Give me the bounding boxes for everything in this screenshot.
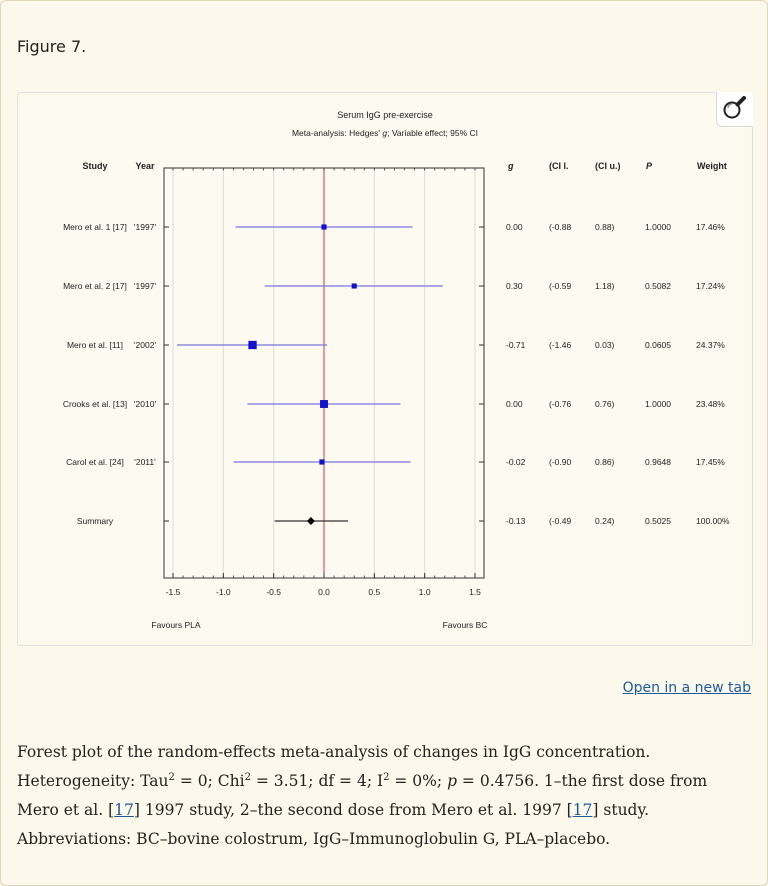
x-tick-label: 0.5 (368, 587, 380, 597)
row-5-ci-upper: 0.86) (595, 457, 615, 467)
chart-title: Serum IgG pre-exercise (337, 110, 433, 120)
row-1-year-label: '1997' (134, 222, 157, 232)
row-4-weight: 23.48% (696, 399, 725, 409)
summary-diamond (306, 517, 315, 525)
header-cil: (CI l. (549, 161, 569, 171)
caption-text-1: Forest plot of the random-effects meta-a… (17, 743, 651, 790)
x-tick-label: -0.5 (266, 587, 281, 597)
x-tick-label: -1.5 (166, 587, 181, 597)
caption-p-italic: p (447, 772, 457, 790)
row-2-ci-lower: (-0.59 (549, 281, 571, 291)
reference-link-17[interactable]: 17 (114, 801, 134, 819)
grid-lines (172, 168, 476, 578)
data-rows: Mero et al. 1 [17] '1997' 0.00 (-0.88 0.88) 1… (63, 222, 730, 526)
summary-ci-lower: (-0.49 (549, 516, 571, 526)
row-4-study-label: Crooks et al. [13] (63, 399, 127, 409)
figure-image-frame[interactable]: Serum IgG pre-exercise Meta-analysis: He… (17, 92, 753, 646)
row-2-p-value: 0.5082 (645, 281, 671, 291)
study-effect-marker (321, 224, 327, 230)
forest-plot: Serum IgG pre-exercise Meta-analysis: He… (22, 97, 748, 641)
row-1-ci-upper: 0.88) (595, 222, 615, 232)
header-g: g (507, 161, 514, 171)
row-5-ci-lower: (-0.90 (549, 457, 571, 467)
caption-sup-2: 2 (244, 771, 251, 783)
header-year: Year (135, 161, 155, 171)
row-1-ci-lower: (-0.88 (549, 222, 571, 232)
caption-text-3: = 3.51; df = 4; I (250, 772, 384, 790)
row-4-year-label: '2010' (134, 399, 157, 409)
chart-subtitle-prefix: Meta-analysis: Hedges' (292, 128, 380, 138)
row-4-g-value: 0.00 (506, 399, 523, 409)
favours-right-label: Favours BC (443, 620, 488, 630)
header-p: P (646, 161, 653, 171)
reference-link-17-second[interactable]: 17 (572, 801, 593, 819)
plot-background (22, 97, 748, 641)
header-study: Study (82, 161, 107, 171)
caption-text-2: = 0; Chi (174, 772, 245, 790)
study-effect-marker (351, 283, 357, 289)
chart-subtitle-suffix: ; Variable effect; 95% CI (387, 128, 478, 138)
row-4-p-value: 1.0000 (645, 399, 671, 409)
row-5-p-value: 0.9648 (645, 457, 671, 467)
row-3-p-value: 0.0605 (645, 340, 671, 350)
row-1-g-value: 0.00 (506, 222, 523, 232)
row-3-ci-lower: (-1.46 (549, 340, 571, 350)
row-2-year-label: '1997' (134, 281, 157, 291)
caption-text-6: ] 1997 study, 2–the second dose from Mer… (133, 801, 573, 819)
row-3-ci-upper: 0.03) (595, 340, 615, 350)
favours-left-label: Favours PLA (151, 620, 200, 630)
caption-text-5: = 0.4756. 1–the first dose from Mero et … (17, 772, 708, 819)
summary-weight: 100.00% (696, 516, 730, 526)
row-5-year-label: '2011' (134, 457, 156, 467)
caption-text-7: ] study. Abbreviations: BC–bovine colost… (17, 801, 650, 848)
row-3-study-label: Mero et al. [11] (67, 340, 123, 350)
row-5-weight: 17.45% (696, 457, 725, 467)
row-2-ci-upper: 1.18) (595, 281, 615, 291)
row-2-weight: 17.24% (696, 281, 725, 291)
caption-sup-3: 2 (383, 771, 390, 783)
summary-g-value: -0.13 (506, 516, 526, 526)
row-1-weight: 17.46% (696, 222, 725, 232)
study-effect-marker (319, 459, 325, 465)
row-3-g-value: -0.71 (506, 340, 526, 350)
row-5-g-value: -0.02 (506, 457, 526, 467)
row-2-g-value: 0.30 (506, 281, 523, 291)
row-1-p-value: 1.0000 (645, 222, 671, 232)
x-tick-label: 1.5 (469, 587, 481, 597)
row-3-year-label: '2002' (134, 340, 157, 350)
x-tick-label: -1.0 (216, 587, 231, 597)
row-4-ci-lower: (-0.76 (549, 399, 571, 409)
header-ciu: (CI u.) (595, 161, 621, 171)
zoom-button[interactable] (716, 92, 753, 127)
chart-subtitle: Meta-analysis: Hedges' g; Variable effec… (292, 128, 478, 138)
summary-ci-upper: 0.24) (595, 516, 615, 526)
summary-p-value: 0.5025 (645, 516, 671, 526)
caption-text-4: = 0%; (389, 772, 448, 790)
x-tick-label: 1.0 (419, 587, 431, 597)
figure-caption: Forest plot of the random-effects meta-a… (17, 738, 751, 854)
open-in-new-tab-link[interactable]: Open in a new tab (622, 680, 751, 696)
chart-subtitle-g: g (382, 128, 387, 138)
summary-study-label: Summary (77, 516, 114, 526)
axis-ticks: -1.5 -1.0 -0.5 0.0 0.5 1.0 1.5 (164, 168, 484, 597)
header-weight: Weight (697, 161, 727, 171)
row-5-study-label: Carol et al. [24] (66, 457, 124, 467)
magnifier-icon (723, 96, 746, 119)
study-effect-marker (320, 400, 328, 408)
row-1-study-label: Mero et al. 1 [17] (63, 222, 127, 232)
row-4-ci-upper: 0.76) (595, 399, 615, 409)
study-effect-marker (248, 340, 257, 350)
caption-sup-1: 2 (168, 771, 175, 783)
x-tick-label: 0.0 (318, 587, 330, 597)
figure-label: Figure 7. (17, 37, 87, 56)
row-3-weight: 24.37% (696, 340, 725, 350)
row-2-study-label: Mero et al. 2 [17] (63, 281, 127, 291)
